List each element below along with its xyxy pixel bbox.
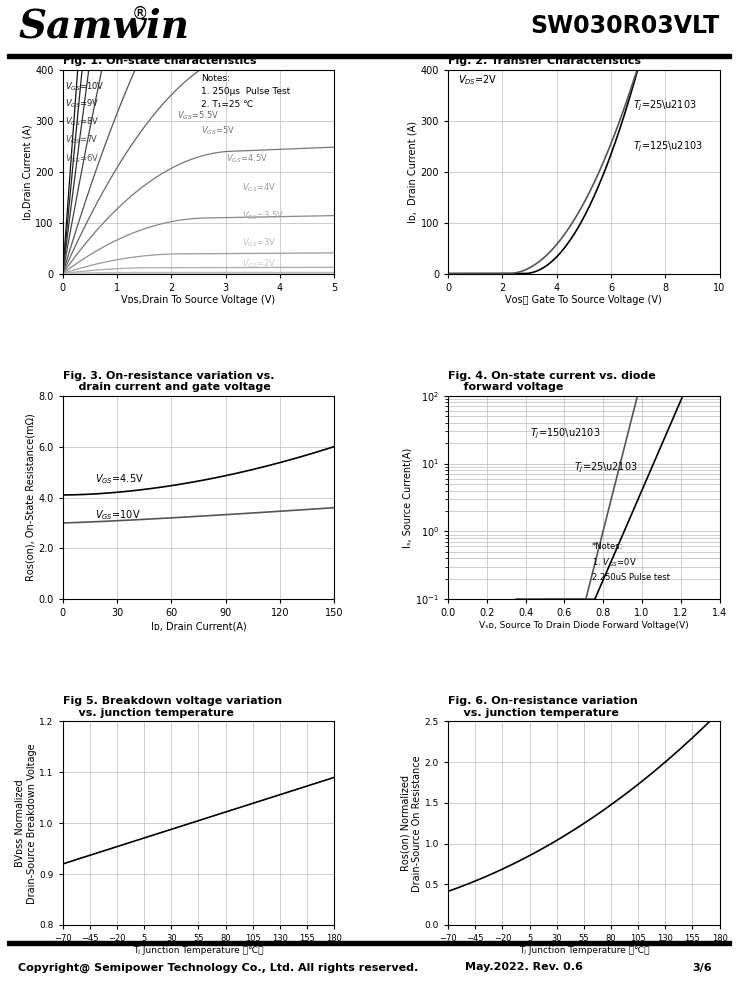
Text: Fig. 3. On-resistance variation vs.
    drain current and gate voltage: Fig. 3. On-resistance variation vs. drai… — [63, 371, 275, 392]
Text: $V_{GS}$=3.5V: $V_{GS}$=3.5V — [242, 210, 284, 222]
Y-axis label: Iₛ, Source Current(A): Iₛ, Source Current(A) — [402, 447, 413, 548]
Text: $T_j$=25\u2103: $T_j$=25\u2103 — [574, 461, 638, 475]
Text: Samwin: Samwin — [18, 7, 190, 45]
Text: $T_j$=150\u2103: $T_j$=150\u2103 — [530, 427, 600, 441]
X-axis label: Vᴅs,Drain To Source Voltage (V): Vᴅs,Drain To Source Voltage (V) — [121, 295, 275, 305]
Text: May.2022. Rev. 0.6: May.2022. Rev. 0.6 — [465, 962, 583, 972]
Text: $V_{GS}$=3V: $V_{GS}$=3V — [242, 236, 276, 249]
Text: 1. 250μs  Pulse Test: 1. 250μs Pulse Test — [201, 87, 290, 96]
Text: $V_{GS}$=7V: $V_{GS}$=7V — [65, 133, 97, 146]
Text: $V_{GS}$=8V: $V_{GS}$=8V — [65, 115, 99, 128]
Text: Copyright@ Semipower Technology Co., Ltd. All rights reserved.: Copyright@ Semipower Technology Co., Ltd… — [18, 962, 418, 973]
Text: $V_{GS}$=5V: $V_{GS}$=5V — [201, 125, 235, 137]
Y-axis label: Iᴅ,  Drain Current (A): Iᴅ, Drain Current (A) — [408, 121, 418, 223]
Text: Fig. 2. Transfer Characteristics: Fig. 2. Transfer Characteristics — [448, 56, 641, 66]
Text: $V_{GS}$=5.5V: $V_{GS}$=5.5V — [176, 109, 219, 122]
Text: $V_{GS}$=4V: $V_{GS}$=4V — [242, 182, 276, 194]
Text: *Notes:: *Notes: — [592, 542, 623, 551]
Text: 2. T₁=25 ℃: 2. T₁=25 ℃ — [201, 100, 253, 109]
Text: 2.250uS Pulse test: 2.250uS Pulse test — [592, 573, 669, 582]
Text: $T_j$=25\u2103: $T_j$=25\u2103 — [632, 99, 697, 113]
Text: $V_{GS}$=9V: $V_{GS}$=9V — [65, 98, 99, 110]
Text: Fig. 1. On-state characteristics: Fig. 1. On-state characteristics — [63, 56, 256, 66]
Text: $V_{GS}$=4.5V: $V_{GS}$=4.5V — [95, 472, 144, 486]
X-axis label: Vₛᴅ, Source To Drain Diode Forward Voltage(V): Vₛᴅ, Source To Drain Diode Forward Volta… — [479, 621, 689, 630]
Text: $V_{GS}$=10V: $V_{GS}$=10V — [95, 508, 141, 522]
Text: $V_{GS}$=2V: $V_{GS}$=2V — [242, 258, 276, 270]
Y-axis label: Rᴏs(on) Normalized
Drain-Source On Resistance: Rᴏs(on) Normalized Drain-Source On Resis… — [400, 755, 422, 892]
Text: $V_{GS}$=10V: $V_{GS}$=10V — [65, 80, 105, 93]
Text: SW030R03VLT: SW030R03VLT — [531, 14, 720, 38]
Y-axis label: Iᴅ,Drain Current (A): Iᴅ,Drain Current (A) — [22, 124, 32, 220]
Text: $V_{GS}$=6V: $V_{GS}$=6V — [65, 153, 99, 165]
X-axis label: Tⱼ Junction Temperature （℃）: Tⱼ Junction Temperature （℃） — [133, 946, 263, 955]
Text: 1. $V_{GS}$=0V: 1. $V_{GS}$=0V — [592, 556, 636, 569]
Text: ®: ® — [131, 4, 148, 22]
Bar — [7, 54, 731, 56]
Text: Fig. 6. On-resistance variation
    vs. junction temperature: Fig. 6. On-resistance variation vs. junc… — [448, 696, 638, 718]
X-axis label: Vᴏs， Gate To Source Voltage (V): Vᴏs， Gate To Source Voltage (V) — [506, 295, 662, 305]
Text: 3/6: 3/6 — [692, 962, 712, 972]
Text: Fig 5. Breakdown voltage variation
    vs. junction temperature: Fig 5. Breakdown voltage variation vs. j… — [63, 696, 282, 718]
Y-axis label: BVᴅss Normalized
Drain-Source Breakdown Voltage: BVᴅss Normalized Drain-Source Breakdown … — [15, 743, 37, 904]
Text: $T_j$=125\u2103: $T_j$=125\u2103 — [632, 139, 703, 154]
X-axis label: Iᴅ, Drain Current(A): Iᴅ, Drain Current(A) — [151, 621, 246, 631]
Text: Notes:: Notes: — [201, 74, 230, 83]
Text: $V_{DS}$=2V: $V_{DS}$=2V — [458, 73, 497, 87]
Text: Fig. 4. On-state current vs. diode
    forward voltage: Fig. 4. On-state current vs. diode forwa… — [448, 371, 656, 392]
X-axis label: Tⱼ Junction Temperature （℃）: Tⱼ Junction Temperature （℃） — [519, 946, 649, 955]
Text: $V_{GS}$=4.5V: $V_{GS}$=4.5V — [226, 153, 268, 165]
Bar — [7, 941, 731, 943]
Y-axis label: Rᴏs(on), On-State Resistance(mΩ): Rᴏs(on), On-State Resistance(mΩ) — [26, 414, 35, 581]
